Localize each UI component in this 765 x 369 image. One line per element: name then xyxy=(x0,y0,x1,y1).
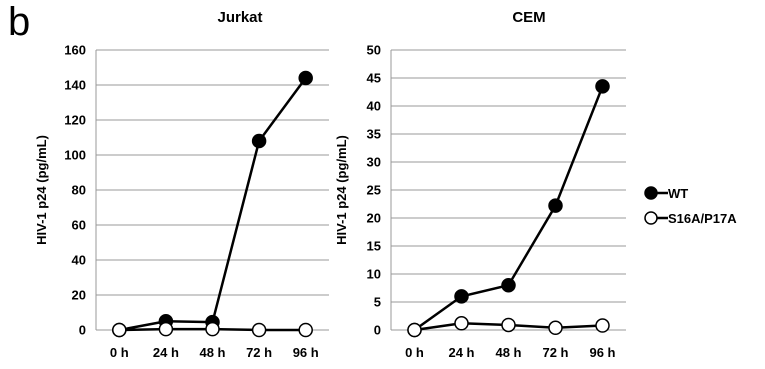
legend-label: WT xyxy=(668,186,688,201)
x-tick-label: 0 h xyxy=(110,345,129,360)
y-axis-label: HIV-1 p24 (pg/mL) xyxy=(334,135,349,245)
data-point-s16a-p17a xyxy=(251,322,267,338)
y-tick-label: 50 xyxy=(367,43,381,58)
legend-marker xyxy=(644,186,658,200)
y-tick-label: 20 xyxy=(367,211,381,226)
y-tick-label: 35 xyxy=(367,127,381,142)
y-tick-label: 25 xyxy=(367,183,381,198)
y-tick-label: 120 xyxy=(64,113,86,128)
data-point-wt xyxy=(501,277,516,293)
data-point-wt xyxy=(298,70,313,86)
y-tick-label: 40 xyxy=(367,99,381,114)
y-tick-label: 10 xyxy=(367,267,381,282)
data-point-wt xyxy=(595,79,610,94)
data-point-wt xyxy=(454,289,469,304)
data-point-s16a-p17a xyxy=(595,318,610,333)
y-tick-label: 160 xyxy=(64,43,86,58)
y-tick-label: 30 xyxy=(367,155,381,170)
y-tick-label: 20 xyxy=(72,288,86,303)
data-point-s16a-p17a xyxy=(501,317,516,333)
chart-cem: CEM 0 5 10 15 20 25 30 35 40 45 50 0 h 24 h 48 h 72 h 96… xyxy=(334,9,626,360)
data-point-s16a-p17a xyxy=(298,322,313,338)
data-point-s16a-p17a xyxy=(407,322,422,338)
chart-jurkat: Jurkat 0 20 40 60 80 100 120 140 160 0 h 24 h 48 h 72… xyxy=(34,9,329,360)
data-point-s16a-p17a xyxy=(158,321,174,337)
x-tick-label: 48 h xyxy=(199,345,225,360)
y-tick-label: 0 xyxy=(79,323,86,338)
x-tick-label: 24 h xyxy=(448,345,474,360)
legend-label: S16A/P17A xyxy=(668,211,737,226)
chart-title: Jurkat xyxy=(217,9,262,26)
x-tick-label: 24 h xyxy=(153,345,179,360)
data-point-s16a-p17a xyxy=(548,320,563,336)
data-point-wt xyxy=(251,133,267,149)
legend-marker xyxy=(644,211,658,225)
y-tick-label: 5 xyxy=(374,295,381,310)
y-tick-label: 100 xyxy=(64,148,86,163)
series-line-wt xyxy=(119,77,307,332)
y-tick-label: 140 xyxy=(64,78,86,93)
x-tick-label: 48 h xyxy=(495,345,521,360)
data-point-s16a-p17a xyxy=(454,316,469,331)
y-axis-label: HIV-1 p24 (pg/mL) xyxy=(34,135,49,245)
legend: WT S16A/P17A xyxy=(644,186,737,226)
data-point-s16a-p17a xyxy=(112,322,127,338)
x-tick-label: 72 h xyxy=(246,345,272,360)
y-tick-label: 60 xyxy=(72,218,86,233)
x-tick-label: 72 h xyxy=(542,345,568,360)
panel-label: b xyxy=(8,0,31,44)
y-tick-label: 0 xyxy=(374,323,381,338)
data-point-wt xyxy=(548,198,563,213)
y-tick-label: 80 xyxy=(72,183,86,198)
data-point-s16a-p17a xyxy=(205,321,220,337)
x-tick-label: 96 h xyxy=(589,345,615,360)
chart-title: CEM xyxy=(512,9,545,26)
series-line-wt xyxy=(413,85,604,332)
x-tick-label: 0 h xyxy=(405,345,424,360)
x-tick-label: 96 h xyxy=(293,345,319,360)
y-tick-label: 45 xyxy=(367,71,381,86)
y-tick-label: 15 xyxy=(367,239,381,254)
y-tick-label: 40 xyxy=(72,253,86,268)
